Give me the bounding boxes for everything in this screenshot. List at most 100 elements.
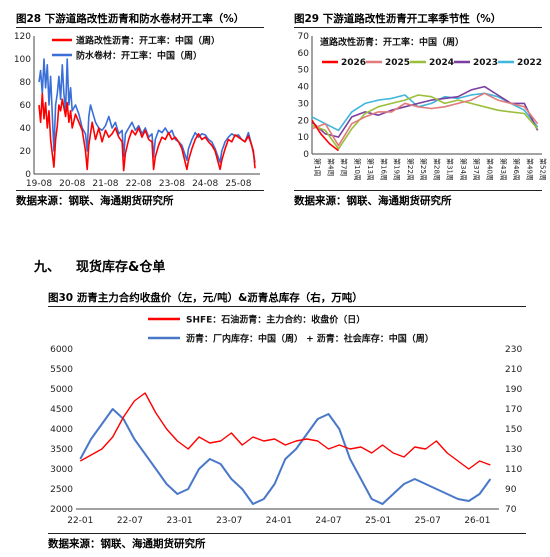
x-tick-label: 26-01 (464, 516, 490, 526)
x-tick-label: 第49周 (525, 158, 534, 181)
section-title: 现货库存&仓单 (76, 260, 166, 275)
chart30-plot: 2000 2500 3000 3500 4000 4500 5000 5500 6000 70 90… (50, 314, 522, 527)
chart30-title-rule (48, 306, 526, 307)
legend-label: 道路改性沥青：开工率：中国（周） (76, 35, 220, 47)
y-right-tick-label: 90 (505, 485, 517, 495)
legend-label: SHFE：石油沥青：主力合约：收盘价（日） (186, 314, 365, 326)
y-tick-label: 0 (25, 170, 31, 180)
x-tick-label: 第7周 (340, 158, 349, 176)
series-waterproof-line (38, 58, 256, 164)
y-tick-label: 60 (298, 49, 310, 59)
y-tick-label: 50 (298, 66, 310, 76)
x-tick-label: 第52周 (539, 158, 548, 181)
x-tick-label: 20-08 (59, 179, 85, 189)
chart28-plot: 0 20 40 60 80 100 120 19-08 20-08 21-08 22-08 23-08… (14, 32, 260, 189)
y-tick-label: 20 (298, 116, 310, 126)
x-tick-label: 第10周 (353, 158, 362, 181)
x-tick-label: 23-01 (167, 516, 193, 526)
y-tick-label: 30 (298, 99, 310, 109)
x-tick-label: 第13周 (366, 158, 375, 181)
x-tick-label: 第22周 (406, 158, 415, 181)
x-tick-label: 第43周 (499, 158, 508, 181)
chart29-plot: 0 10 20 30 40 50 60 70 第1周 第4周 第7周 第10周 第13周 第16周 第19周… (298, 32, 548, 181)
y-tick-label: 40 (20, 124, 32, 134)
legend-label: 2023 (473, 58, 498, 68)
x-tick-label: 24-07 (315, 516, 341, 526)
y-left-tick-label: 3500 (50, 445, 73, 455)
x-tick-label: 第46周 (512, 158, 521, 181)
y-tick-label: 70 (298, 32, 310, 42)
x-tick-label: 第4周 (326, 158, 335, 176)
legend-label: 2022 (517, 58, 542, 68)
x-tick-label: 第28周 (432, 158, 441, 181)
x-tick-label: 23-08 (159, 179, 185, 189)
x-tick-label: 24-01 (266, 516, 292, 526)
series-price-line (79, 392, 491, 470)
series-2024-line (311, 94, 539, 150)
y-tick-label: 60 (20, 101, 32, 111)
chart28-title: 图28 下游道路改性沥青和防水卷材开工率（%） (16, 13, 245, 25)
x-tick-label: 第31周 (446, 158, 455, 181)
y-right-tick-label: 190 (505, 385, 522, 395)
legend-label: 防水卷材：开工率：中国（周） (76, 50, 202, 62)
legend-label: 2024 (429, 58, 454, 68)
series-2025-line (311, 92, 539, 147)
x-tick-label: 22-08 (126, 179, 152, 189)
y-right-tick-label: 210 (505, 365, 522, 375)
y-tick-label: 20 (20, 147, 32, 157)
y-right-tick-label: 170 (505, 405, 522, 415)
y-tick-label: 120 (14, 32, 31, 42)
y-right-tick-label: 150 (505, 425, 522, 435)
chart29-title: 图29 下游道路改性沥青开工率季节性（%） (294, 13, 502, 25)
x-tick-label: 22-01 (67, 516, 93, 526)
chart28-source-rule (16, 190, 264, 191)
y-tick-label: 40 (298, 83, 310, 93)
y-tick-label: 0 (303, 150, 309, 160)
legend-label: 2025 (385, 58, 410, 68)
series-2026-line (311, 119, 339, 152)
x-tick-label: 25-01 (365, 516, 391, 526)
chart30-source: 数据来源：钢联、海通期货研究所 (48, 538, 206, 550)
y-left-tick-label: 2000 (50, 505, 73, 515)
series-2022-line (311, 92, 539, 132)
x-tick-label: 第37周 (472, 158, 481, 181)
x-tick-label: 第40周 (486, 158, 495, 181)
y-tick-label: 10 (298, 133, 310, 143)
y-right-tick-label: 70 (505, 505, 517, 515)
legend-label: 2026 (341, 58, 366, 68)
chart28-source: 数据来源：钢联、海通期货研究所 (16, 195, 174, 207)
series-asphalt-line (38, 92, 256, 172)
x-tick-label: 第34周 (459, 158, 468, 181)
x-tick-label: 25-08 (225, 179, 251, 189)
x-tick-label: 第25周 (419, 158, 428, 181)
chart29-title-rule (294, 27, 542, 28)
y-left-tick-label: 3000 (50, 465, 73, 475)
chart29-source: 数据来源：钢联、海通期货研究所 (294, 195, 452, 207)
y-left-tick-label: 4000 (50, 425, 73, 435)
y-right-tick-label: 230 (505, 345, 522, 355)
section-number: 九、 (34, 260, 61, 275)
y-tick-label: 100 (14, 55, 31, 65)
series-2023-line (311, 85, 539, 138)
y-left-tick-label: 2500 (50, 485, 73, 495)
series-inventory-line (79, 408, 492, 505)
x-tick-label: 第1周 (313, 158, 322, 176)
chart30-source-rule (48, 533, 526, 534)
chart30-title: 图30 沥青主力合约收盘价（左，元/吨）&沥青总库存（右，万吨） (48, 292, 363, 304)
y-left-tick-label: 5500 (50, 365, 73, 375)
legend-label: 沥青：厂内库存：中国（周） + 沥青：社会库存：中国（周） (186, 333, 434, 345)
y-left-tick-label: 6000 (50, 345, 73, 355)
x-tick-label: 23-07 (216, 516, 242, 526)
y-left-tick-label: 4500 (50, 405, 73, 415)
chart29-source-rule (294, 190, 542, 191)
y-right-tick-label: 110 (505, 465, 522, 475)
y-right-tick-label: 130 (505, 445, 522, 455)
chart28-title-rule (16, 27, 264, 28)
y-tick-label: 80 (20, 78, 32, 88)
x-tick-label: 第19周 (393, 158, 402, 181)
x-tick-label: 25-07 (415, 516, 441, 526)
y-left-tick-label: 5000 (50, 385, 73, 395)
x-tick-label: 21-08 (92, 179, 118, 189)
x-tick-label: 第16周 (379, 158, 388, 181)
x-tick-label: 19-08 (26, 179, 52, 189)
